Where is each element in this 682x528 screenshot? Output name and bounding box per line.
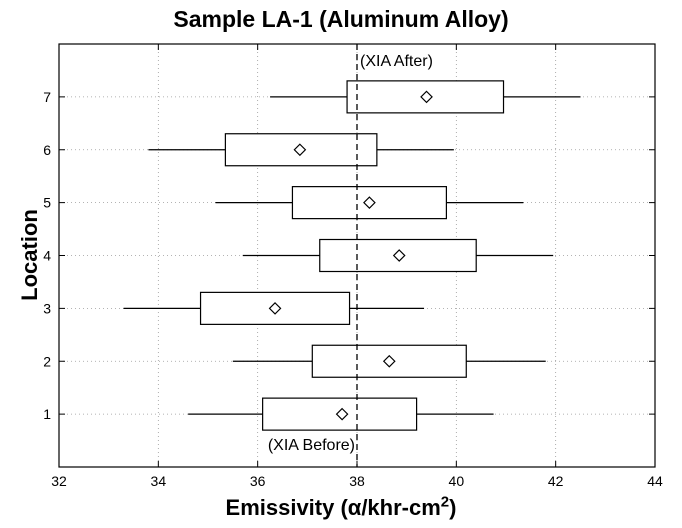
y-tick-label: 2 — [43, 353, 51, 369]
y-tick-label: 7 — [43, 89, 51, 105]
box-location-5 — [215, 186, 524, 220]
y-tick-label: 3 — [43, 300, 51, 316]
box-location-1 — [188, 397, 494, 431]
x-tick-label: 40 — [449, 473, 465, 489]
chart-title: Sample LA-1 (Aluminum Alloy) — [173, 6, 509, 32]
mean-marker — [268, 302, 282, 315]
box-location-4 — [242, 238, 554, 273]
mean-marker — [392, 249, 406, 262]
y-tick-label: 4 — [43, 248, 51, 264]
x-tick-label: 38 — [349, 473, 365, 489]
mean-marker — [420, 90, 433, 104]
x-tick-label: 34 — [151, 473, 167, 489]
annotations: (XIA After) (XIA Before) — [268, 53, 433, 454]
x-tick-label: 42 — [548, 473, 564, 489]
box-location-3 — [123, 291, 425, 325]
box-location-7 — [270, 80, 581, 114]
mean-marker — [382, 354, 396, 368]
y-tick-label: 1 — [43, 406, 51, 422]
superscript-two: 2 — [440, 494, 450, 511]
y-axis-label: Location — [17, 209, 42, 301]
annotation-after: (XIA After) — [360, 53, 433, 70]
x-axis-label: Emissivity (α/khr-cm2) — [0, 494, 682, 521]
box-location-2 — [232, 344, 546, 378]
y-tick-label: 6 — [43, 142, 51, 158]
mean-marker — [335, 407, 349, 421]
mean-marker — [293, 143, 307, 157]
annotation-before: (XIA Before) — [268, 437, 355, 454]
box-location-6 — [148, 133, 454, 167]
x-axis-label-text: Emissivity (α/khr-cm2) — [225, 494, 457, 521]
x-tick-label: 44 — [647, 473, 663, 489]
box-series — [123, 80, 581, 431]
mean-marker — [363, 196, 376, 209]
x-tick-label: 32 — [51, 473, 67, 489]
y-tick-label: 5 — [43, 195, 51, 211]
x-tick-label: 36 — [250, 473, 266, 489]
